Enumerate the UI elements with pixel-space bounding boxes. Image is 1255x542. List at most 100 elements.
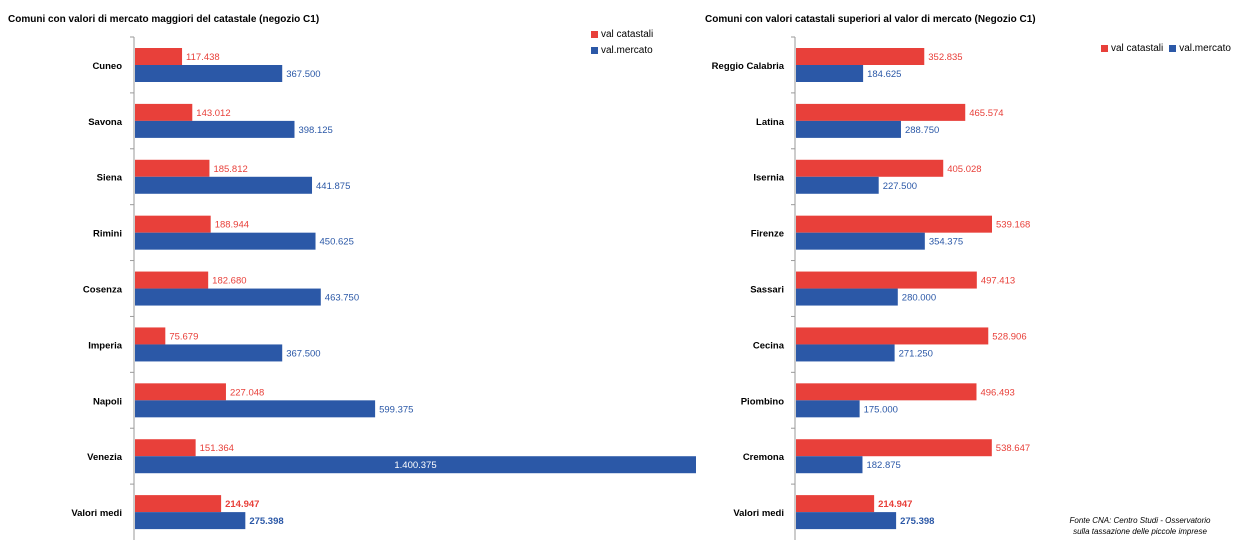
legend-swatch-catastali (591, 31, 598, 38)
data-label: 182.875 (866, 460, 900, 471)
category-label: Firenze (751, 229, 784, 240)
data-label: 405.028 (947, 164, 981, 175)
legend-item-mercato: val.mercato (591, 45, 653, 56)
data-label: 496.493 (980, 387, 1014, 398)
data-label: 227.048 (230, 387, 264, 398)
category-label: Imperia (88, 340, 123, 351)
bar-catastali (796, 383, 977, 401)
chart-left: Cuneo 117.438 367.500 Savona 143.012 398.125 S… (71, 36, 696, 540)
data-label: 539.168 (996, 220, 1030, 231)
bar-mercato (135, 65, 283, 82)
chart-title-left: Comuni con valori di mercato maggiori de… (8, 14, 320, 25)
data-label: 184.625 (867, 69, 901, 80)
data-label: 465.574 (969, 108, 1003, 119)
bar-mercato (796, 65, 864, 82)
data-label: 497.413 (981, 276, 1015, 287)
bar-catastali (796, 103, 966, 121)
category-label: Reggio Calabria (712, 61, 785, 72)
category-label: Piombino (741, 396, 784, 407)
bar-catastali (796, 48, 925, 65)
data-label: 182.680 (212, 276, 246, 287)
bar-mercato (135, 400, 376, 418)
bar-mercato (796, 512, 897, 530)
category-label: Siena (97, 173, 123, 184)
data-label: 367.500 (286, 348, 320, 359)
category-label: Valori medi (733, 508, 784, 519)
category-label: Isernia (753, 173, 784, 184)
bar-mercato (135, 232, 316, 250)
bar-catastali (135, 271, 209, 289)
legend-item-mercato-right: val.mercato (1169, 43, 1231, 54)
chart-title-right: Comuni con valori catastali superiori al… (705, 14, 1036, 25)
data-label: 227.500 (883, 181, 917, 192)
bar-catastali (796, 215, 992, 233)
category-label: Napoli (93, 396, 122, 407)
legend-label-mercato: val.mercato (601, 45, 653, 56)
source-note-line-1: Fonte CNA: Centro Studi - Osservatorio (1069, 516, 1211, 525)
bar-mercato (796, 344, 895, 362)
data-label: 185.812 (213, 164, 247, 175)
data-label: 188.944 (215, 220, 249, 231)
bar-mercato (796, 456, 863, 474)
category-label: Savona (88, 117, 123, 128)
bar-mercato (135, 288, 321, 306)
bar-mercato (135, 456, 696, 474)
bar-catastali (135, 383, 226, 401)
data-label: 117.438 (186, 52, 220, 63)
bar-mercato (796, 400, 860, 418)
data-label: 450.625 (320, 237, 354, 248)
legend-swatch-catastali-right (1101, 45, 1108, 52)
category-label: Cremona (743, 452, 785, 463)
data-label: 538.647 (996, 443, 1030, 454)
data-label: 143.012 (196, 108, 230, 119)
bar-catastali (135, 159, 210, 177)
data-label: 151.364 (200, 443, 234, 454)
data-label: 463.750 (325, 293, 359, 304)
bar-catastali (135, 215, 211, 233)
bar-mercato (796, 176, 879, 194)
data-label: 75.679 (169, 331, 198, 342)
data-label: 214.947 (225, 499, 259, 510)
bar-mercato (135, 120, 295, 138)
legend-item-catastali-right: val catastali (1101, 43, 1163, 54)
data-label: 288.750 (905, 125, 939, 136)
data-label: 1.400.375 (394, 460, 436, 471)
bar-catastali (135, 327, 166, 345)
legend-item-catastali: val catastali (591, 29, 653, 40)
data-label: 354.375 (929, 237, 963, 248)
source-note: Fonte CNA: Centro Studi - Osservatorio s… (1040, 515, 1240, 537)
data-label: 275.398 (249, 516, 283, 527)
category-label: Sassari (750, 285, 784, 296)
bar-mercato (135, 512, 246, 530)
data-label: 528.906 (992, 331, 1026, 342)
chart-right: Reggio Calabria 352.835 184.625 Latina 465.5… (712, 36, 1030, 540)
data-label: 367.500 (286, 69, 320, 80)
category-label: Valori medi (71, 508, 122, 519)
category-label: Venezia (87, 452, 123, 463)
bar-mercato (135, 344, 283, 362)
data-label: 398.125 (298, 125, 332, 136)
bar-catastali (135, 103, 193, 121)
legend-label-catastali-right: val catastali (1111, 43, 1164, 54)
data-label: 275.398 (900, 516, 934, 527)
bar-catastali (135, 495, 222, 513)
bar-catastali (796, 327, 989, 345)
category-label: Cecina (753, 340, 785, 351)
legend-swatch-mercato-right (1169, 45, 1177, 52)
bar-catastali (796, 495, 875, 513)
data-label: 214.947 (878, 499, 912, 510)
category-label: Rimini (93, 229, 122, 240)
legend-swatch-mercato (591, 47, 598, 54)
bar-catastali (135, 439, 196, 457)
data-label: 280.000 (902, 293, 936, 304)
bar-mercato (796, 232, 925, 250)
category-label: Latina (756, 117, 785, 128)
legend-right: val catastali val.mercato (1101, 43, 1231, 54)
data-label: 599.375 (379, 404, 413, 415)
source-note-line-2: sulla tassazione delle piccole imprese (1073, 527, 1207, 536)
bar-catastali (796, 271, 977, 289)
category-label: Cuneo (92, 61, 122, 72)
data-label: 441.875 (316, 181, 350, 192)
bar-mercato (796, 120, 901, 138)
